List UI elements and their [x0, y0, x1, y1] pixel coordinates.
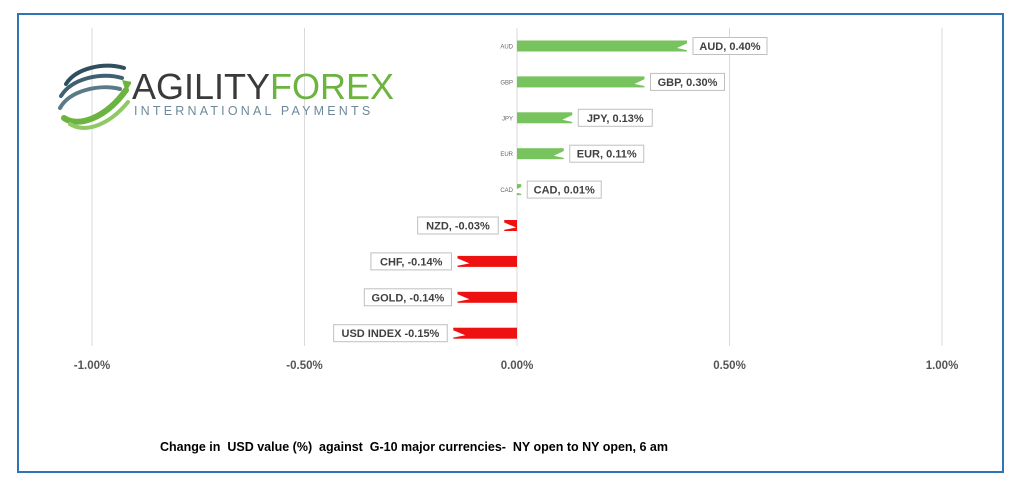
data-label: JPY, 0.13% — [562, 108, 653, 127]
logo-swirl-icon — [58, 63, 131, 130]
bar-aud — [517, 40, 687, 52]
data-label: GBP, 0.30% — [634, 72, 725, 91]
svg-text:CAD, 0.01%: CAD, 0.01% — [534, 185, 595, 197]
x-axis-ticks: -1.00% -0.50% 0.00% 0.50% 1.00% — [74, 360, 959, 372]
svg-text:CHF, -0.14%: CHF, -0.14% — [380, 256, 443, 268]
category-label: CAD — [500, 188, 513, 194]
bar-usd-index — [453, 327, 517, 339]
category-label: GBP — [500, 80, 513, 86]
data-label: USD INDEX -0.15% — [333, 324, 466, 343]
category-label: JPY — [502, 116, 513, 122]
data-label: CAD, 0.01% — [511, 180, 602, 199]
category-label: AUD — [500, 45, 513, 51]
data-labels: AUD, 0.40% GBP, 0.30% JPY, 0.13% EUR, 0.11%… — [333, 37, 768, 343]
x-tick-label: -0.50% — [286, 360, 322, 372]
x-tick-label: 0.00% — [501, 360, 534, 372]
logo-wordmark: AGILITYFOREX — [132, 69, 394, 105]
svg-text:JPY, 0.13%: JPY, 0.13% — [587, 113, 644, 125]
x-tick-label: -1.00% — [74, 360, 110, 372]
chart-frame — [17, 13, 1004, 473]
x-tick-label: 0.50% — [713, 360, 746, 372]
bar-jpy — [517, 112, 573, 124]
data-label: AUD, 0.40% — [677, 37, 768, 55]
bar-gold — [457, 291, 517, 303]
category-labels: AUD GBP JPY EUR CAD — [500, 45, 513, 195]
bar-gbp — [517, 76, 645, 88]
data-label: CHF, -0.14% — [370, 252, 470, 271]
data-label: EUR, 0.11% — [553, 144, 645, 163]
category-label: EUR — [500, 152, 513, 158]
agility-forex-logo: AGILITYFOREX INTERNATIONAL PAYMENTS — [56, 54, 394, 134]
bar-chf — [457, 255, 517, 267]
x-tick-label: 1.00% — [926, 360, 959, 372]
logo-word-agility: AGILITY — [132, 66, 271, 107]
svg-text:USD INDEX -0.15%: USD INDEX -0.15% — [342, 328, 440, 340]
svg-text:NZD, -0.03%: NZD, -0.03% — [426, 221, 490, 233]
svg-text:GOLD, -0.14%: GOLD, -0.14% — [372, 292, 445, 304]
logo-word-forex: FOREX — [270, 66, 395, 107]
bar-eur — [517, 148, 564, 160]
logo-subtitle: INTERNATIONAL PAYMENTS — [134, 104, 374, 118]
svg-text:GBP, 0.30%: GBP, 0.30% — [658, 77, 718, 89]
data-label: GOLD, -0.14% — [363, 288, 470, 307]
svg-text:AUD, 0.40%: AUD, 0.40% — [699, 41, 760, 53]
chart-caption: Change in USD value (%) against G-10 maj… — [160, 440, 668, 454]
data-label: NZD, -0.03% — [417, 216, 517, 235]
svg-text:EUR, 0.11%: EUR, 0.11% — [577, 149, 637, 161]
